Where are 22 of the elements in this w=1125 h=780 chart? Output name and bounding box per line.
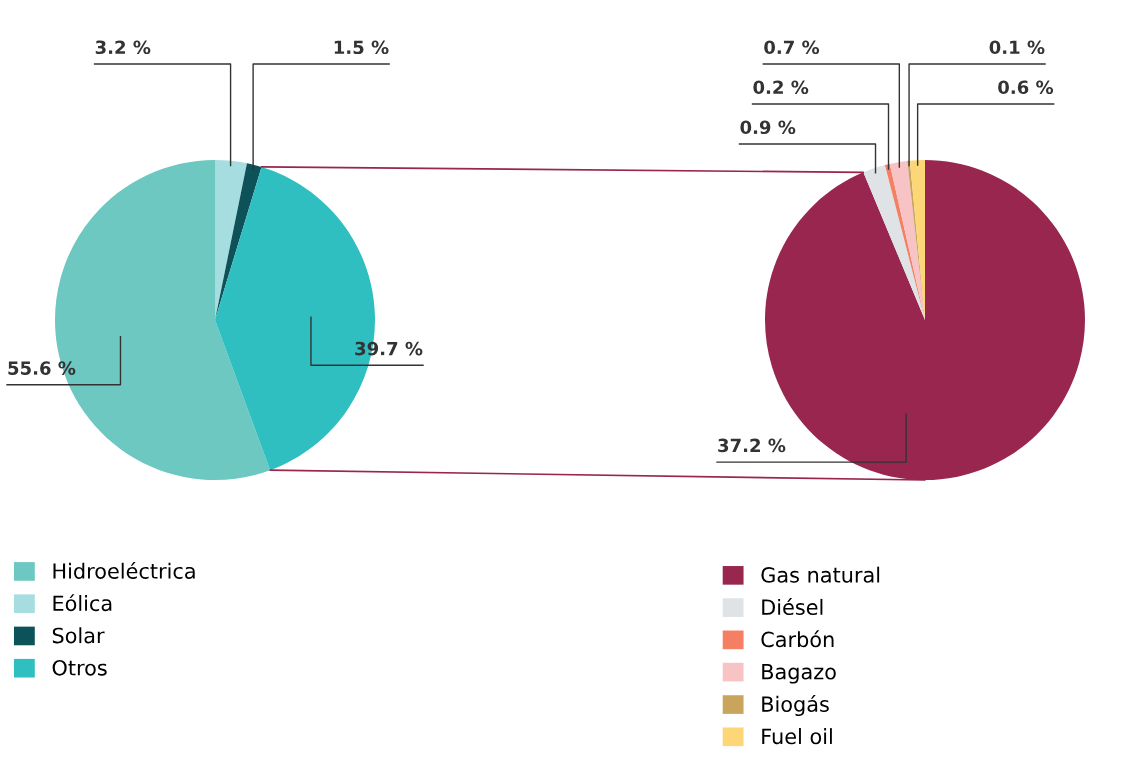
data-label: 1.5 % xyxy=(334,40,389,55)
data-label: 0.1 % xyxy=(989,40,1045,55)
legend-label: Diésel xyxy=(762,598,823,616)
data-label: 0.2 % xyxy=(753,80,809,95)
data-label: 37.2 % xyxy=(718,438,786,453)
legend-label: Eólica xyxy=(53,594,112,612)
legend-label: Solar xyxy=(52,627,105,644)
legend-label: Hidroeléctrica xyxy=(53,561,195,579)
data-label: 0.6 % xyxy=(998,80,1054,95)
legend-label: Fuel oil xyxy=(762,728,832,745)
data-label: 0.9 % xyxy=(740,120,796,135)
data-label: 0.7 % xyxy=(764,40,820,55)
legend-label: Otros xyxy=(52,659,107,676)
pie-slice xyxy=(215,160,247,320)
pie-slice xyxy=(55,160,271,480)
pie-slice xyxy=(215,163,262,320)
legend-label: Gas natural xyxy=(761,566,880,583)
legend-label: Bagazo xyxy=(762,664,836,684)
legend-label: Biogás xyxy=(762,695,829,717)
legend-label: Carbón xyxy=(761,630,834,648)
pie-slice xyxy=(863,165,925,320)
data-label: 3.2 % xyxy=(95,40,151,55)
